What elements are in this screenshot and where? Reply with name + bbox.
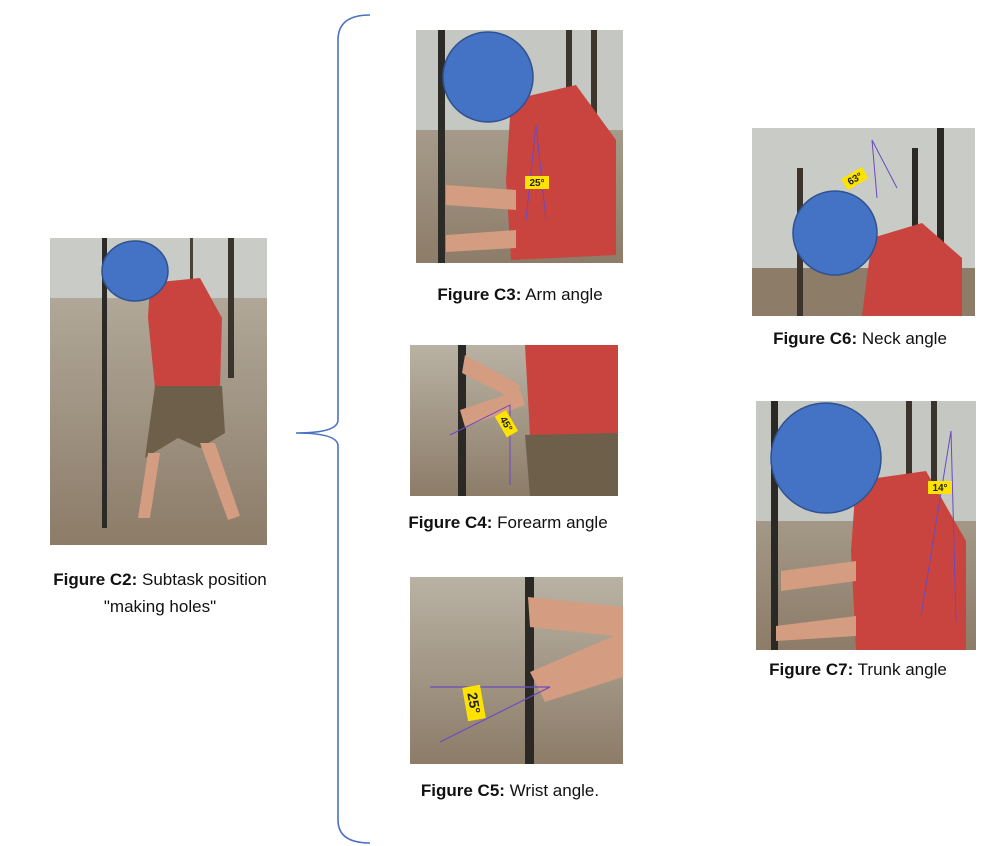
caption-label: Figure C4: bbox=[408, 513, 492, 532]
angle-label: 14° bbox=[932, 483, 947, 494]
caption: Figure C3: Arm angle bbox=[437, 285, 602, 304]
angle-tag: 25° bbox=[525, 176, 549, 189]
caption-label: Figure C6: bbox=[773, 329, 857, 348]
bracket bbox=[295, 14, 371, 844]
caption: Figure C6: Neck angle bbox=[773, 329, 947, 348]
caption-label: Figure C5: bbox=[421, 781, 505, 800]
photo-c2 bbox=[50, 238, 267, 545]
caption-label: Figure C3: bbox=[437, 285, 521, 304]
caption-text: Subtask position bbox=[142, 570, 267, 589]
photo-c4 bbox=[410, 345, 618, 496]
caption: "making holes" bbox=[104, 597, 216, 616]
angle-label: 25° bbox=[464, 691, 483, 715]
caption: Figure C2: Subtask position bbox=[53, 570, 267, 589]
caption-label: Figure C7: bbox=[769, 660, 853, 679]
photo-c7 bbox=[756, 401, 976, 650]
caption-text: Neck angle bbox=[862, 329, 947, 348]
caption-text: Wrist angle. bbox=[510, 781, 599, 800]
caption-text: "making holes" bbox=[104, 597, 216, 616]
photo-c3 bbox=[416, 30, 623, 263]
caption: Figure C4: Forearm angle bbox=[408, 513, 607, 532]
caption: Figure C7: Trunk angle bbox=[769, 660, 947, 679]
caption-text: Arm angle bbox=[525, 285, 602, 304]
angle-tag: 25° bbox=[462, 684, 486, 722]
caption: Figure C5: Wrist angle. bbox=[421, 781, 599, 800]
angle-tag: 14° bbox=[928, 481, 952, 494]
caption-label: Figure C2: bbox=[53, 570, 137, 589]
caption-text: Forearm angle bbox=[497, 513, 608, 532]
caption-text: Trunk angle bbox=[858, 660, 947, 679]
photo-c6 bbox=[752, 128, 975, 316]
angle-label: 25° bbox=[529, 178, 544, 189]
photo-c5 bbox=[410, 577, 623, 764]
